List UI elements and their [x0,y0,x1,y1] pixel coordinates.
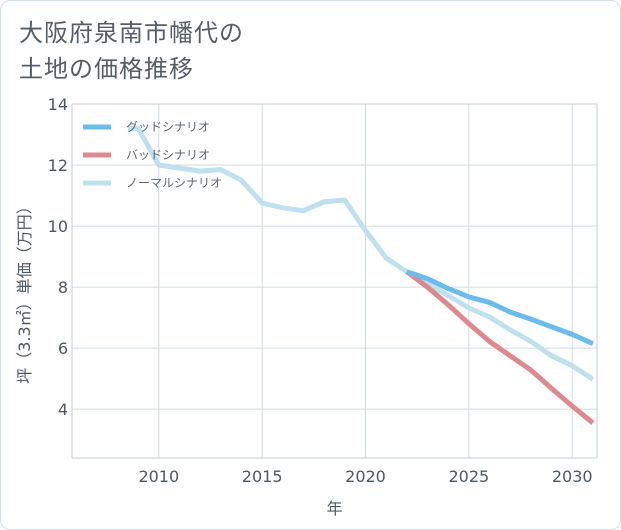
legend-label-normal: ノーマルシナリオ [126,176,222,190]
x-axis-label: 年 [326,499,342,518]
y-tick-label: 14 [48,95,68,114]
x-tick-label: 2020 [345,467,386,486]
grid-lines [72,103,597,458]
chart-title: 大阪府泉南市幡代の 土地の価格推移 [19,15,479,87]
y-axis-label: 坪（3.3㎡）単価（万円） [15,198,34,383]
x-tick-label: 2015 [242,467,283,486]
legend-label-good: グッドシナリオ [126,120,210,134]
x-tick-label: 2010 [138,467,179,486]
series-line-normal [127,125,595,382]
chart-title-line1: 大阪府泉南市幡代の [19,19,244,47]
y-tick-label: 12 [48,156,68,175]
chart-title-line2: 土地の価格推移 [19,55,194,83]
axes [71,103,598,459]
series-lines [127,125,595,425]
legend-label-bad: バッドシナリオ [126,148,210,162]
x-tick-label: 2030 [552,467,593,486]
y-tick-label: 8 [58,278,68,297]
series-line-good [406,269,594,346]
tick-labels: 2010 2015 2020 2025 2030 4 6 8 10 12 14 [48,95,593,486]
y-tick-label: 6 [58,339,68,358]
series-line-bad [405,269,595,425]
y-tick-label: 4 [58,400,68,419]
y-tick-label: 10 [48,217,68,236]
x-tick-label: 2025 [448,467,489,486]
